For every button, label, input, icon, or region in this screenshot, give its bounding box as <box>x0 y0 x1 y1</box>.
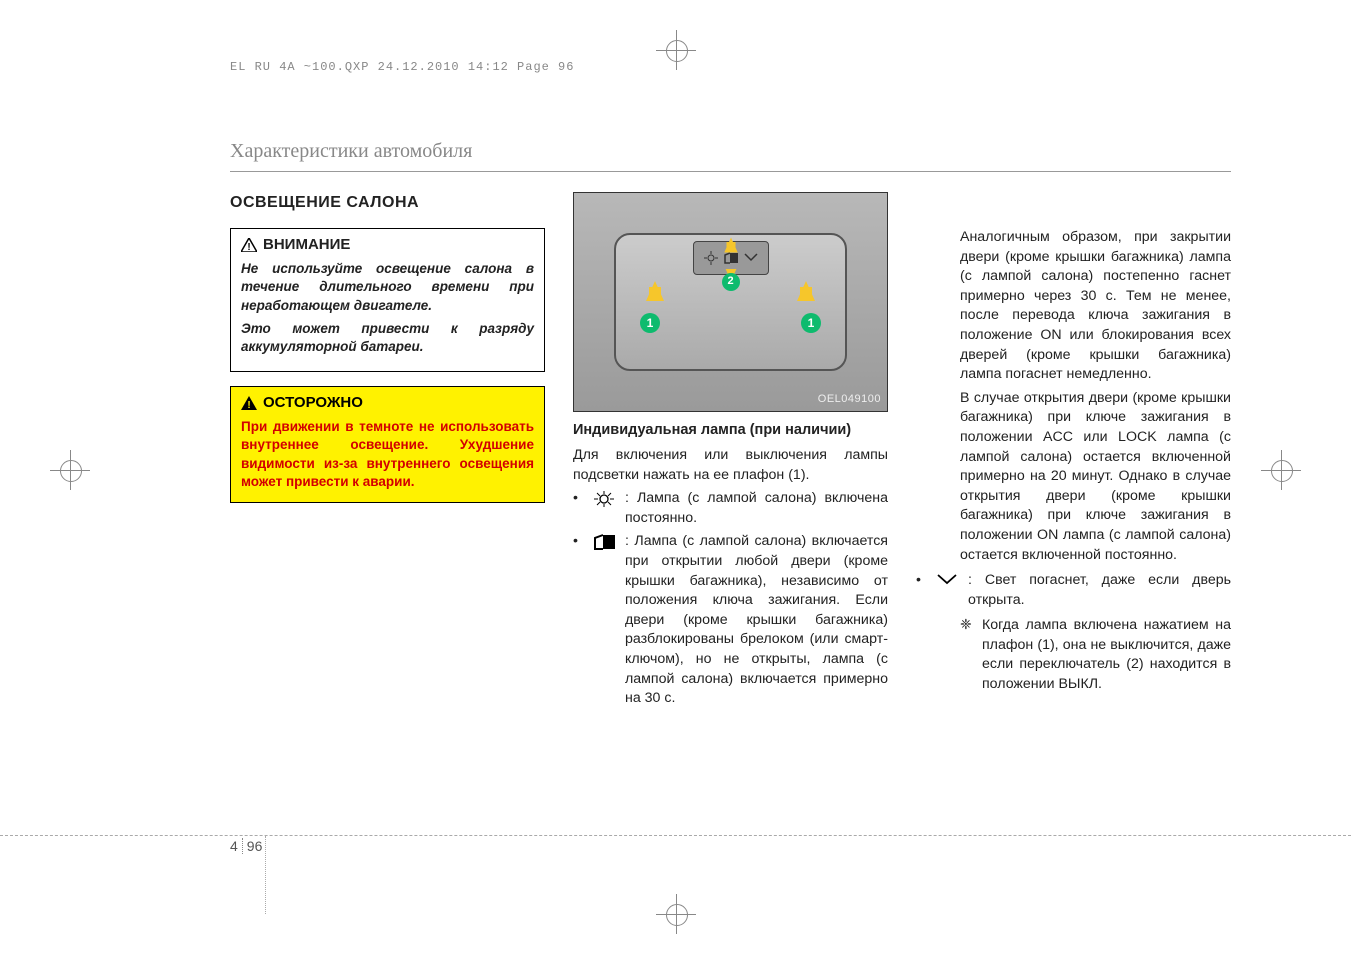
warning-head: ! ВНИМАНИЕ <box>241 235 534 256</box>
lamp-on-icon <box>591 489 617 528</box>
bullet-1-text: : Лампа (с лампой салона) включена посто… <box>625 489 888 528</box>
note-row: ❈ Когда лампа включена нажатием на плафо… <box>916 616 1231 694</box>
page-number: 496 <box>230 838 262 854</box>
trim-line-bottom <box>0 835 1351 836</box>
figure-overhead-console: 1 1 2 OEL049100 <box>573 192 888 412</box>
page-number-value: 96 <box>242 838 263 854</box>
svg-text:!: ! <box>247 400 250 410</box>
bullet-dot-icon: • <box>916 571 926 610</box>
content-columns: ОСВЕЩЕНИЕ САЛОНА ! ВНИМАНИЕ Не используй… <box>230 192 1231 713</box>
chapter-number: 4 <box>230 838 242 854</box>
figure-callout-1-left: 1 <box>640 313 660 333</box>
print-header: EL RU 4A ~100.QXP 24.12.2010 14:12 Page … <box>230 60 574 74</box>
warning-triangle-icon: ! <box>241 238 257 252</box>
reference-mark-icon: ❈ <box>960 616 974 694</box>
figure-arrow-left <box>646 281 664 301</box>
warning-head-text: ВНИМАНИЕ <box>263 235 350 256</box>
column-1: ОСВЕЩЕНИЕ САЛОНА ! ВНИМАНИЕ Не используй… <box>230 192 545 713</box>
section-title: ОСВЕЩЕНИЕ САЛОНА <box>230 192 545 214</box>
bullet-3: • : Свет погаснет, даже если дверь откры… <box>916 571 1231 610</box>
figure-callout-1-right: 1 <box>801 313 821 333</box>
title-rule <box>230 171 1231 172</box>
danger-head: ! ОСТОРОЖНО <box>241 393 534 414</box>
bullet-2-text: : Лампа (с лампой салона) включается при… <box>625 532 888 708</box>
crop-mark-bottom <box>656 894 696 934</box>
chapter-title: Характеристики автомобиля <box>230 140 1231 163</box>
bullet-dot-icon: • <box>573 532 583 708</box>
warning-box: ! ВНИМАНИЕ Не используйте освещение сало… <box>230 228 545 372</box>
column-3: Аналогичным образом, при закрытии двери … <box>916 192 1231 713</box>
figure-panel <box>614 233 847 371</box>
figure-arrow-center-up <box>724 238 738 253</box>
col3-p2: В случае открытия двери (кроме крышки ба… <box>916 389 1231 565</box>
crop-mark-right <box>1261 450 1301 490</box>
figure-callout-2: 2 <box>722 273 740 291</box>
trim-line-left <box>265 836 266 914</box>
bullet-dot-icon: • <box>573 489 583 528</box>
document-page: EL RU 4A ~100.QXP 24.12.2010 14:12 Page … <box>0 0 1351 954</box>
svg-text:!: ! <box>247 242 250 252</box>
note-text: Когда лампа включена нажатием на плафон … <box>982 616 1231 694</box>
figure-id: OEL049100 <box>818 392 881 407</box>
subsection-head: Индивидуальная лампа (при наличии) <box>573 420 888 440</box>
danger-box: ! ОСТОРОЖНО При движении в темноте не ис… <box>230 386 545 503</box>
door-open-icon <box>591 532 617 708</box>
danger-head-text: ОСТОРОЖНО <box>263 393 363 414</box>
col3-p1: Аналогичным образом, при закрытии двери … <box>916 228 1231 385</box>
crop-mark-top <box>656 30 696 70</box>
figure-arrow-right <box>797 281 815 301</box>
bullet-3-text: : Свет погаснет, даже если дверь открыта… <box>968 571 1231 610</box>
bullet-1: • : Лампа (с лампой салона) включена пос… <box>573 489 888 528</box>
bullet-2: • : Лампа (с лампой салона) включается п… <box>573 532 888 708</box>
danger-body: При движении в темноте не использовать в… <box>241 418 534 493</box>
crop-mark-left <box>50 450 90 490</box>
warning-p2: Это может привести к разряду аккумулятор… <box>241 320 534 357</box>
danger-triangle-icon: ! <box>241 396 257 410</box>
lamp-off-icon <box>934 571 960 610</box>
column-2: 1 1 2 OEL049100 Индивидуальная лампа (пр… <box>573 192 888 713</box>
switch-on-icon <box>702 249 720 267</box>
warning-p1: Не используйте освещение салона в течени… <box>241 260 534 316</box>
intro-paragraph: Для включения или выключения лампы подсв… <box>573 446 888 485</box>
switch-off-icon <box>742 249 760 267</box>
